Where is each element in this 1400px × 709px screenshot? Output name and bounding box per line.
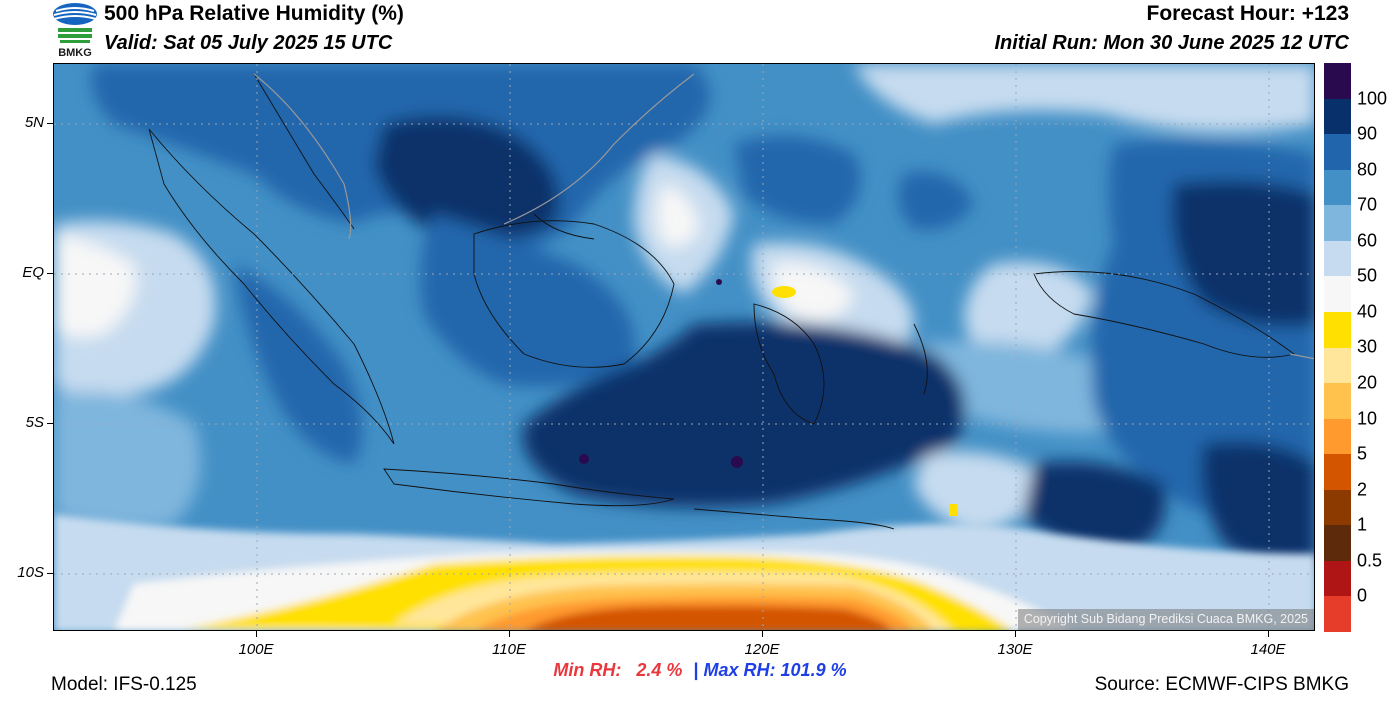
colorbar-swatch <box>1324 63 1351 99</box>
lat-label-5s: 5S <box>25 414 44 431</box>
colorbar-swatch <box>1324 596 1351 632</box>
colorbar-label: 80 <box>1357 159 1378 180</box>
colorbar-swatch <box>1324 240 1351 277</box>
colorbar-label: 2 <box>1357 479 1368 500</box>
colorbar-label: 5 <box>1357 443 1368 464</box>
lat-tick <box>47 273 53 274</box>
colorbar-swatch <box>1324 560 1351 597</box>
colorbar-swatch <box>1324 418 1351 455</box>
lon-tick <box>1268 631 1269 637</box>
colorbar-swatch <box>1324 205 1351 241</box>
colorbar-label: 30 <box>1357 336 1378 357</box>
logo-text: BMKG <box>58 47 92 59</box>
colorbar-swatch <box>1324 311 1351 348</box>
lat-label-eq: EQ <box>22 264 44 281</box>
min-rh-value: 2.4 % <box>636 660 683 680</box>
colorbar-label: 20 <box>1357 372 1378 393</box>
max-rh-value: 101.9 % <box>780 660 847 680</box>
lon-tick <box>1015 631 1016 637</box>
colorbar-label: 1 <box>1357 514 1368 535</box>
lat-label-5n: 5N <box>24 114 44 131</box>
colorbar-label: 50 <box>1357 265 1378 286</box>
colorbar-swatch <box>1324 383 1351 419</box>
lon-tick <box>509 631 510 637</box>
colorbar-swatch <box>1324 134 1351 170</box>
min-rh-label: Min RH: <box>553 660 622 680</box>
lon-label-100e: 100E <box>238 641 274 658</box>
lon-tick <box>256 631 257 637</box>
model-info: Model: IFS-0.125 <box>51 674 197 695</box>
colorbar-swatch <box>1324 169 1351 206</box>
colorbar-swatch <box>1324 525 1351 561</box>
colorbar-label: 40 <box>1357 301 1378 322</box>
initial-run: Initial Run: Mon 30 June 2025 12 UTC <box>994 32 1349 54</box>
humidity-field <box>54 64 1314 630</box>
bmkg-logo: BMKG <box>50 2 100 60</box>
colorbar-label: 100 <box>1357 88 1388 109</box>
lon-tick <box>762 631 763 637</box>
colorbar-swatch <box>1324 276 1351 312</box>
copyright-note: Copyright Sub Bidang Prediksi Cuaca BMKG… <box>1017 609 1314 630</box>
colorbar-swatch <box>1324 489 1351 526</box>
forecast-hour: Forecast Hour: +123 <box>1146 2 1350 25</box>
lat-tick <box>47 123 53 124</box>
stats-separator: | <box>693 660 699 680</box>
lat-label-10s: 10S <box>17 564 44 581</box>
lon-label-130e: 130E <box>997 641 1033 658</box>
colorbar-label: 90 <box>1357 123 1378 144</box>
colorbar-label: 0 <box>1357 585 1368 606</box>
humidity-map: Copyright Sub Bidang Prediksi Cuaca BMKG… <box>53 63 1315 631</box>
colorbar-swatch <box>1324 98 1351 135</box>
colorbar-swatch <box>1324 454 1351 490</box>
colorbar-label: 70 <box>1357 194 1378 215</box>
max-rh-label: Max RH: <box>703 660 776 680</box>
colorbar-label: 60 <box>1357 230 1378 251</box>
colorbar-label: 10 <box>1357 408 1378 429</box>
lon-label-120e: 120E <box>744 641 780 658</box>
humidity-colorbar <box>1324 63 1351 632</box>
rh-min-max: Min RH: 2.4 % | Max RH: 101.9 % <box>0 660 1400 681</box>
source-info: Source: ECMWF-CIPS BMKG <box>1094 674 1349 695</box>
valid-time: Valid: Sat 05 July 2025 15 UTC <box>104 32 393 54</box>
colorbar-swatch <box>1324 347 1351 384</box>
map-title: 500 hPa Relative Humidity (%) <box>104 2 404 25</box>
lon-label-140e: 140E <box>1250 641 1286 658</box>
colorbar-label: 0.5 <box>1357 550 1383 571</box>
lat-tick <box>47 423 53 424</box>
lon-label-110e: 110E <box>492 641 526 658</box>
lat-tick <box>47 573 53 574</box>
